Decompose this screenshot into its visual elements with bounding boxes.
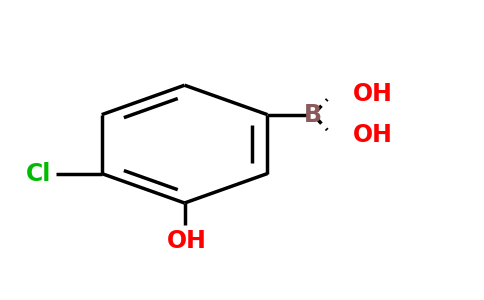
Text: OH: OH [353,82,393,106]
Text: B: B [304,103,322,127]
Text: OH: OH [167,230,207,254]
Text: Cl: Cl [26,162,51,186]
Text: OH: OH [353,123,393,147]
